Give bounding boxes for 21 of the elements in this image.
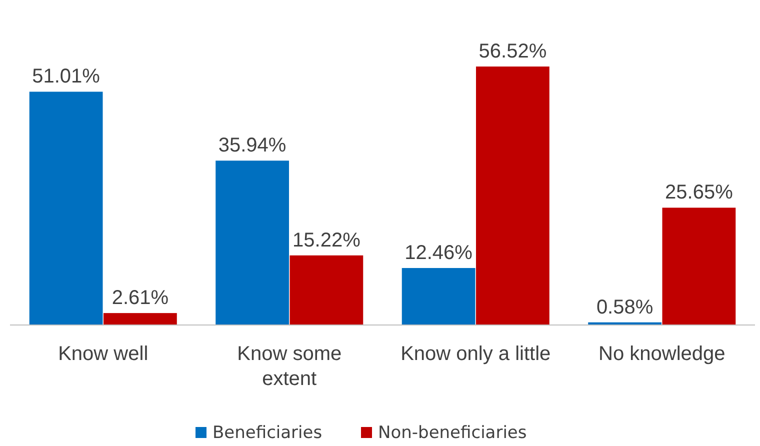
bar [402,268,476,325]
data-label: 15.22% [292,229,361,252]
bar [216,160,290,325]
data-label: 25.65% [665,182,734,204]
data-label: 2.61% [112,287,169,310]
x-tick-label: Know some extent [237,343,342,390]
bar [662,208,736,325]
bar [103,313,177,325]
bar [476,66,550,325]
data-label: 56.52% [478,40,547,63]
bar [290,255,364,325]
x-tick-label: Know well [58,343,148,365]
bar [29,92,103,325]
legend-label: Beneficiaries [212,423,322,443]
x-tick-label: Know only a little [400,343,551,365]
data-label: 0.58% [596,296,654,318]
data-label: 12.46% [404,242,473,264]
data-label: 35.94% [218,134,286,157]
legend-label: Non-beneficiaries [378,423,527,443]
data-label: 51.01% [32,66,100,88]
x-tick-label: No knowledge [598,343,726,365]
